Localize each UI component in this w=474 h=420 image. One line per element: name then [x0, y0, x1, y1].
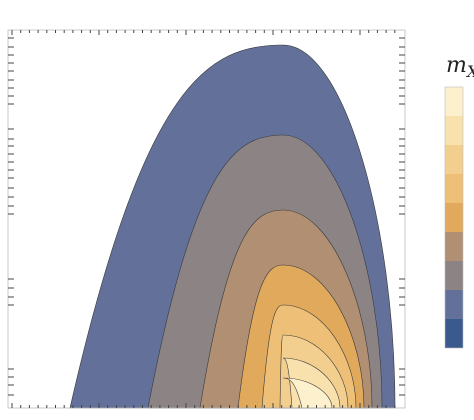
legend-frame	[444, 86, 464, 349]
legend-title-subscript: X	[465, 62, 474, 81]
axis-ticks	[8, 30, 405, 408]
plot-area	[69, 44, 396, 409]
legend-title: mX	[446, 53, 474, 81]
legend-swatch	[445, 232, 463, 261]
legend-swatch	[445, 145, 463, 174]
legend-swatch	[445, 116, 463, 145]
plot-frame	[7, 29, 406, 409]
contour-band	[282, 377, 333, 409]
legend-swatch	[445, 319, 463, 348]
legend-swatch	[445, 174, 463, 203]
legend-swatch	[445, 261, 463, 290]
legend-swatch	[445, 290, 463, 319]
legend-title-main: m	[446, 53, 467, 78]
legend-swatch	[445, 203, 463, 232]
legend-swatch	[445, 87, 463, 116]
legend	[444, 86, 464, 349]
